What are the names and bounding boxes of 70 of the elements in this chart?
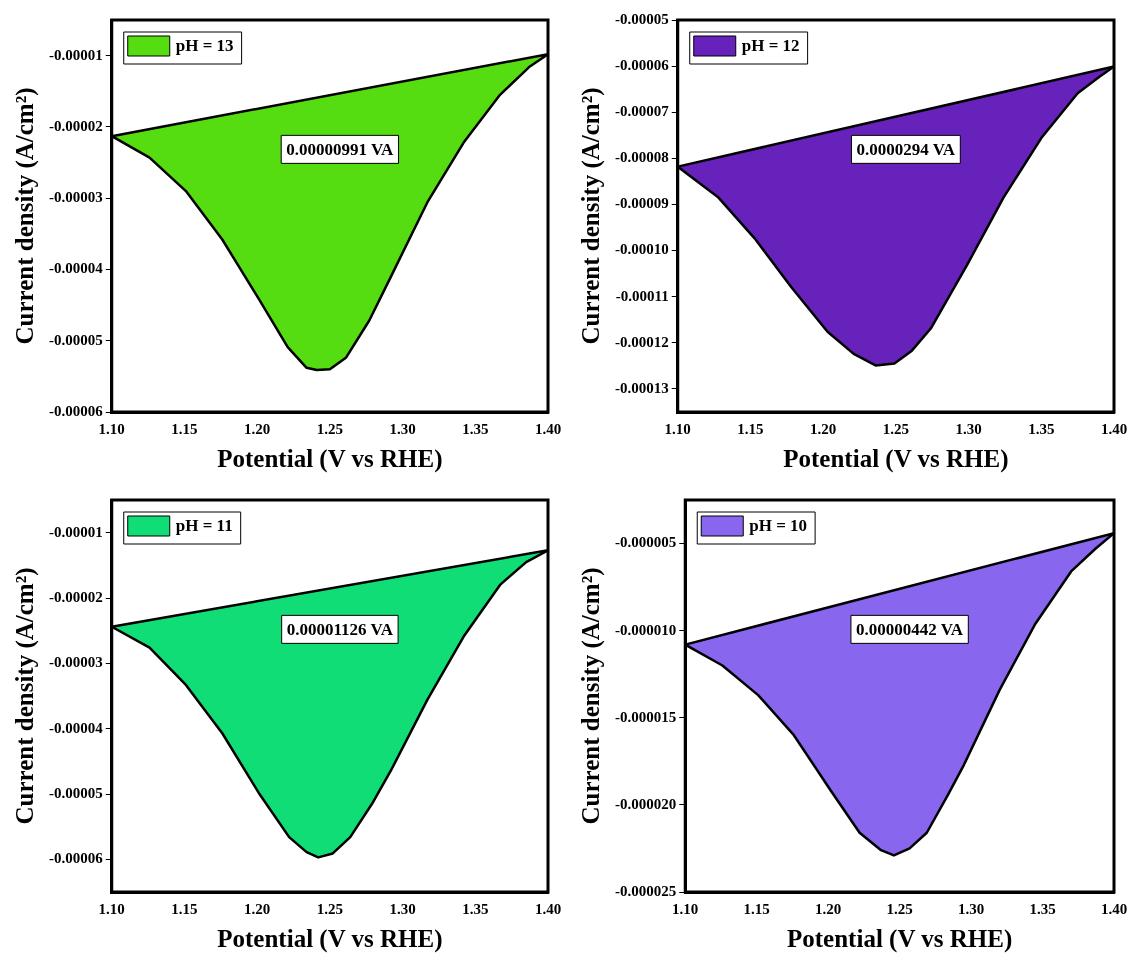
x-tick-label: 1.30	[957, 900, 985, 917]
annotation: 0.00000442 VA	[856, 619, 964, 639]
y-tick-label: -0.000025	[615, 882, 677, 899]
x-tick-label: 1.20	[810, 420, 837, 437]
y-tick-label: -0.00013	[615, 379, 669, 396]
y-tick-label: -0.00010	[615, 241, 669, 258]
annotation: 0.00001126 VA	[286, 619, 394, 639]
x-axis-title: Potential (V vs RHE)	[783, 445, 1009, 474]
y-tick-label: -0.00008	[615, 149, 669, 166]
y-tick-label: -0.00004	[49, 719, 104, 736]
y-tick-label: -0.00005	[615, 10, 669, 27]
x-tick-label: 1.25	[316, 900, 343, 917]
y-tick-label: -0.00011	[615, 287, 669, 304]
x-tick-label: 1.35	[462, 900, 489, 917]
annotation: 0.0000294 VA	[856, 139, 956, 159]
x-tick-label: 1.25	[886, 900, 913, 917]
x-tick-label: 1.30	[389, 420, 416, 437]
x-tick-label: 1.40	[1100, 420, 1128, 437]
y-tick-label: -0.00004	[49, 260, 104, 277]
x-tick-label: 1.30	[389, 900, 416, 917]
y-tick-label: -0.00005	[49, 784, 103, 801]
x-axis-title: Potential (V vs RHE)	[787, 925, 1013, 954]
legend-label: pH = 12	[741, 36, 800, 56]
x-tick-label: 1.40	[534, 900, 562, 917]
x-axis-title: Potential (V vs RHE)	[217, 445, 443, 474]
x-tick-label: 1.20	[244, 420, 271, 437]
legend-label: pH = 11	[175, 516, 233, 536]
x-tick-label: 1.15	[171, 420, 198, 437]
annotation: 0.00000991 VA	[286, 139, 395, 159]
x-tick-label: 1.25	[316, 420, 343, 437]
y-tick-label: -0.00006	[615, 56, 670, 73]
y-axis-title: Current density (A/cm²)	[577, 567, 606, 825]
y-tick-label: -0.00002	[49, 117, 103, 134]
y-tick-label: -0.00007	[615, 103, 670, 120]
x-tick-label: 1.10	[98, 900, 125, 917]
x-tick-label: 1.10	[664, 420, 691, 437]
y-tick-label: -0.00001	[49, 523, 103, 540]
x-tick-label: 1.20	[815, 900, 842, 917]
y-axis-title: Current density (A/cm²)	[11, 567, 40, 825]
legend-label: pH = 13	[175, 36, 234, 56]
x-axis-title: Potential (V vs RHE)	[217, 925, 443, 954]
y-tick-label: -0.00012	[615, 333, 669, 350]
y-tick-label: -0.00009	[615, 195, 669, 212]
x-tick-label: 1.25	[882, 420, 909, 437]
x-tick-label: 1.15	[743, 900, 770, 917]
x-tick-label: 1.40	[1100, 900, 1128, 917]
x-tick-label: 1.35	[1029, 900, 1056, 917]
x-tick-label: 1.20	[244, 900, 271, 917]
x-tick-label: 1.30	[955, 420, 982, 437]
x-tick-label: 1.10	[672, 900, 699, 917]
x-tick-label: 1.10	[98, 420, 125, 437]
y-tick-label: -0.000010	[615, 621, 677, 638]
y-tick-label: -0.00006	[49, 850, 104, 867]
y-tick-label: -0.000015	[615, 708, 677, 725]
y-tick-label: -0.00006	[49, 402, 104, 419]
y-tick-label: -0.000020	[615, 795, 677, 812]
x-tick-label: 1.35	[1028, 420, 1055, 437]
x-tick-label: 1.15	[171, 900, 198, 917]
y-axis-title: Current density (A/cm²)	[11, 87, 40, 345]
y-axis-title: Current density (A/cm²)	[577, 87, 606, 345]
y-tick-label: -0.000005	[615, 534, 677, 551]
x-tick-label: 1.35	[462, 420, 489, 437]
y-tick-label: -0.00002	[49, 588, 103, 605]
y-tick-label: -0.00003	[49, 654, 103, 671]
y-tick-label: -0.00001	[49, 46, 103, 63]
x-tick-label: 1.15	[737, 420, 764, 437]
y-tick-label: -0.00005	[49, 331, 103, 348]
x-tick-label: 1.40	[534, 420, 562, 437]
y-tick-label: -0.00003	[49, 189, 103, 206]
legend-label: pH = 10	[749, 516, 808, 536]
